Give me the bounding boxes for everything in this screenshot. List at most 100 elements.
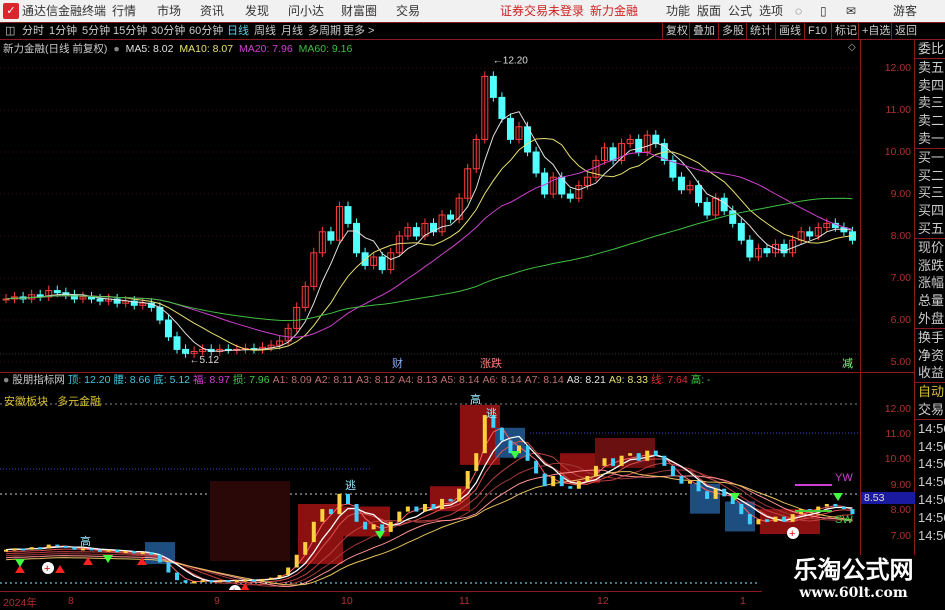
menu-ask[interactable]: 问小达 xyxy=(288,4,325,18)
quote-label[interactable]: 14:56 xyxy=(915,418,945,438)
app-title: 通达信金融终端 xyxy=(22,4,107,18)
mini-candle xyxy=(773,516,778,522)
menu-market[interactable]: 市场 xyxy=(157,4,182,18)
overlay-button[interactable]: 叠加 xyxy=(689,23,715,39)
indicator-value: A3: 8.12 xyxy=(356,374,396,386)
quote-label[interactable]: 自动 xyxy=(915,382,945,401)
period-more[interactable]: 更多 > xyxy=(343,25,375,37)
quote-label[interactable]: 外盘 xyxy=(918,310,945,326)
mini-candle xyxy=(63,545,68,548)
user-name[interactable]: 游客 xyxy=(893,4,918,18)
menu-news[interactable]: 资讯 xyxy=(200,4,225,18)
login-status[interactable]: 证券交易未登录 xyxy=(500,4,585,18)
candle-body xyxy=(284,327,292,342)
quote-label[interactable]: 卖四 xyxy=(918,77,945,93)
period-timeshare[interactable]: 分时 xyxy=(22,25,44,37)
candle-body xyxy=(481,75,489,140)
quote-label[interactable]: 委比 xyxy=(918,41,945,56)
mini-candle xyxy=(824,503,829,507)
indicator-tick: 9.00 xyxy=(890,478,911,491)
candle-body xyxy=(378,256,386,271)
f10-button[interactable]: F10 xyxy=(804,23,827,39)
quote-label[interactable]: 买二 xyxy=(918,167,945,183)
candle-body xyxy=(421,222,429,237)
menu-discover[interactable]: 发现 xyxy=(245,4,270,18)
mini-candle xyxy=(739,503,744,515)
quote-label[interactable]: 卖二 xyxy=(918,113,945,129)
menu-formula[interactable]: 公式 xyxy=(728,4,753,18)
period-5min[interactable]: 5分钟 xyxy=(82,25,111,37)
quote-label[interactable]: 买五 xyxy=(918,220,945,236)
diamond-icon[interactable]: ◇ xyxy=(848,42,856,53)
event-marker: 涨跌 xyxy=(480,356,502,370)
back-button[interactable]: 返回 xyxy=(891,23,917,39)
period-multi[interactable]: 多周期 xyxy=(308,25,341,37)
menu-wealth[interactable]: 财富圈 xyxy=(341,4,378,18)
candlestick-chart[interactable]: ←12.20 ←5.12 财 涨跌 减 xyxy=(0,56,860,372)
quote-label[interactable]: 涨幅 xyxy=(918,275,945,291)
menu-options[interactable]: 选项 xyxy=(759,4,784,18)
period-monthly[interactable]: 月线 xyxy=(281,25,303,37)
signal-label: SW xyxy=(835,514,853,526)
candle-body xyxy=(780,243,788,254)
candle-body xyxy=(814,227,822,237)
quote-label[interactable]: 交易 xyxy=(918,401,945,417)
mini-candle xyxy=(12,548,17,551)
quote-label[interactable]: 现价 xyxy=(915,237,945,257)
period-60min[interactable]: 60分钟 xyxy=(189,25,224,37)
quote-label[interactable]: 卖五 xyxy=(915,57,945,77)
phone-icon[interactable]: ▯ xyxy=(820,4,827,18)
adjust-button[interactable]: 复权 xyxy=(662,23,688,39)
quote-label[interactable]: 买一 xyxy=(915,147,945,167)
sector-tag[interactable]: 安徽板块 xyxy=(4,396,48,408)
signal-label: 逃 xyxy=(345,479,356,492)
quote-label[interactable]: 买四 xyxy=(918,203,945,219)
settings-icon[interactable]: ● xyxy=(113,43,120,55)
chat-icon[interactable]: ◌ xyxy=(795,4,803,18)
mini-candle xyxy=(4,549,8,552)
settings-icon[interactable]: ● xyxy=(3,374,10,386)
quote-label[interactable]: 14:56 xyxy=(918,491,945,507)
indicator-value: 底: 5.12 xyxy=(153,374,191,386)
signal-label: 逃 xyxy=(486,407,497,420)
period-daily[interactable]: 日线 xyxy=(227,25,249,37)
period-30min[interactable]: 30分钟 xyxy=(151,25,186,37)
menu-function[interactable]: 功能 xyxy=(666,4,691,18)
candle-body xyxy=(763,248,771,254)
quote-label[interactable]: 卖一 xyxy=(918,130,945,146)
mail-icon[interactable]: ✉ xyxy=(846,4,857,18)
quote-label[interactable]: 14:56 xyxy=(918,456,945,472)
sector-tag[interactable]: 多元金融 xyxy=(57,396,102,408)
menu-trade[interactable]: 交易 xyxy=(396,4,421,18)
date-label: 9 xyxy=(214,595,220,607)
period-weekly[interactable]: 周线 xyxy=(254,25,276,37)
quote-label[interactable]: 换手 xyxy=(915,327,945,347)
add-watchlist-button[interactable]: +自选 xyxy=(858,23,890,39)
quote-label[interactable]: 14:56 xyxy=(918,509,945,525)
stats-button[interactable]: 统计 xyxy=(746,23,772,39)
period-1min[interactable]: 1分钟 xyxy=(49,25,78,37)
menu-layout[interactable]: 版面 xyxy=(697,4,722,18)
menu-quotes[interactable]: 行情 xyxy=(112,4,137,18)
quote-label[interactable]: 总量 xyxy=(918,293,945,309)
mini-candle xyxy=(782,516,787,522)
mini-candle xyxy=(833,503,838,507)
quote-label[interactable]: 收益 xyxy=(918,365,945,381)
panel-toggle-icon[interactable]: ◫ xyxy=(5,25,16,37)
mini-candle xyxy=(611,458,616,466)
quote-label[interactable]: 卖三 xyxy=(918,95,945,111)
quote-label[interactable]: 14:56 xyxy=(918,438,945,454)
draw-button[interactable]: 画线 xyxy=(775,23,801,39)
mini-candle xyxy=(628,453,633,456)
quote-label[interactable]: 净资 xyxy=(918,347,945,363)
quote-label[interactable]: 14:56 xyxy=(918,474,945,490)
period-15min[interactable]: 15分钟 xyxy=(113,25,148,37)
quote-label[interactable]: 买三 xyxy=(918,185,945,201)
multi-stock-button[interactable]: 多股 xyxy=(718,23,744,39)
quote-label[interactable]: 涨跌 xyxy=(918,257,945,273)
quote-label[interactable]: 14:56 xyxy=(918,527,945,543)
mark-button[interactable]: 标记 xyxy=(831,23,857,39)
indicator-tick: 10.00 xyxy=(884,453,911,466)
date-label: 2024年 xyxy=(3,597,37,609)
